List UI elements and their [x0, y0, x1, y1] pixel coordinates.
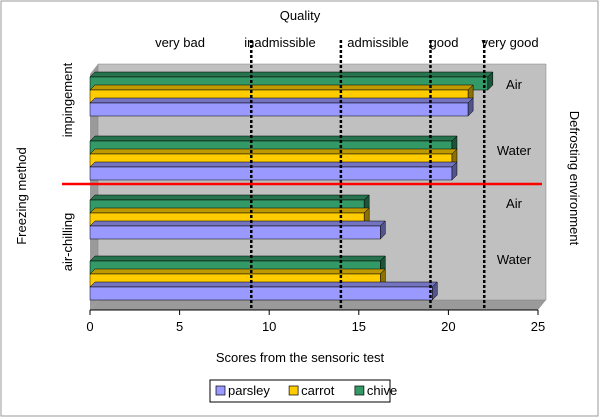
x-tick-label: 0: [86, 319, 93, 334]
bar-top: [89, 207, 370, 214]
bar-top: [89, 281, 438, 288]
bar-end: [451, 161, 458, 181]
threshold-lines: [250, 40, 486, 310]
bar-end: [487, 71, 494, 91]
bar-top: [89, 71, 494, 78]
bar-end: [380, 220, 386, 240]
environment-label: Water: [497, 252, 532, 267]
freezing-method-label: air-chilling: [60, 213, 75, 272]
bar-top: [89, 161, 458, 168]
bar-top: [89, 194, 370, 201]
legend-label-carrot: carrot: [301, 383, 335, 398]
bar-end: [467, 97, 474, 117]
bar-end: [432, 281, 438, 301]
legend-swatch-chive: [354, 385, 365, 396]
x-tick-label: 10: [262, 319, 276, 334]
x-axis-label: Scores from the sensoric test: [216, 350, 385, 365]
plot-floor: [90, 300, 546, 310]
defrosting-environment-labels: Air Water Air Water: [497, 77, 532, 267]
quality-level-label: very good: [481, 35, 538, 50]
quality-level-labels: very bad inadmissible admissible good very g…: [155, 35, 538, 50]
legend-label-parsley: parsley: [228, 383, 270, 398]
quality-level-label: admissible: [347, 35, 408, 50]
legend-swatch-parsley: [215, 385, 226, 396]
legend-box: [209, 379, 391, 403]
bar-parsley: [89, 102, 469, 117]
y-axis-label-left: Freezing method: [14, 147, 29, 245]
bar-parsley: [89, 225, 381, 240]
environment-label: Air: [506, 196, 523, 211]
bar-top: [89, 84, 474, 91]
x-tick-label: 5: [176, 319, 183, 334]
x-axis-ticks: 0 5 10 15 20 25: [86, 310, 545, 334]
legend-swatch-carrot: [288, 385, 299, 396]
freezing-method-label: impingement: [60, 62, 75, 137]
freezing-method-labels: impingement air-chilling: [60, 62, 75, 271]
x-tick-label: 20: [441, 319, 455, 334]
bar-top: [89, 97, 474, 104]
plot-side-wall: [90, 64, 98, 310]
environment-label: Water: [497, 143, 532, 158]
bar-parsley: [89, 166, 453, 181]
quality-level-label: very bad: [155, 35, 205, 50]
chart-title: Quality: [280, 8, 321, 23]
environment-label: Air: [506, 77, 523, 92]
bars-layer: [89, 71, 494, 301]
quality-level-label: inadmissible: [244, 35, 316, 50]
bar-parsley: [89, 286, 433, 301]
legend-label-chive: chive: [367, 383, 397, 398]
y-axis-label-right: Defrosting environment: [567, 111, 582, 246]
bar-top: [89, 135, 458, 142]
x-tick-label: 25: [531, 319, 545, 334]
legend: parsley carrot chive: [209, 379, 397, 403]
quality-level-label: good: [430, 35, 459, 50]
bar-top: [89, 148, 458, 155]
x-tick-label: 15: [352, 319, 366, 334]
